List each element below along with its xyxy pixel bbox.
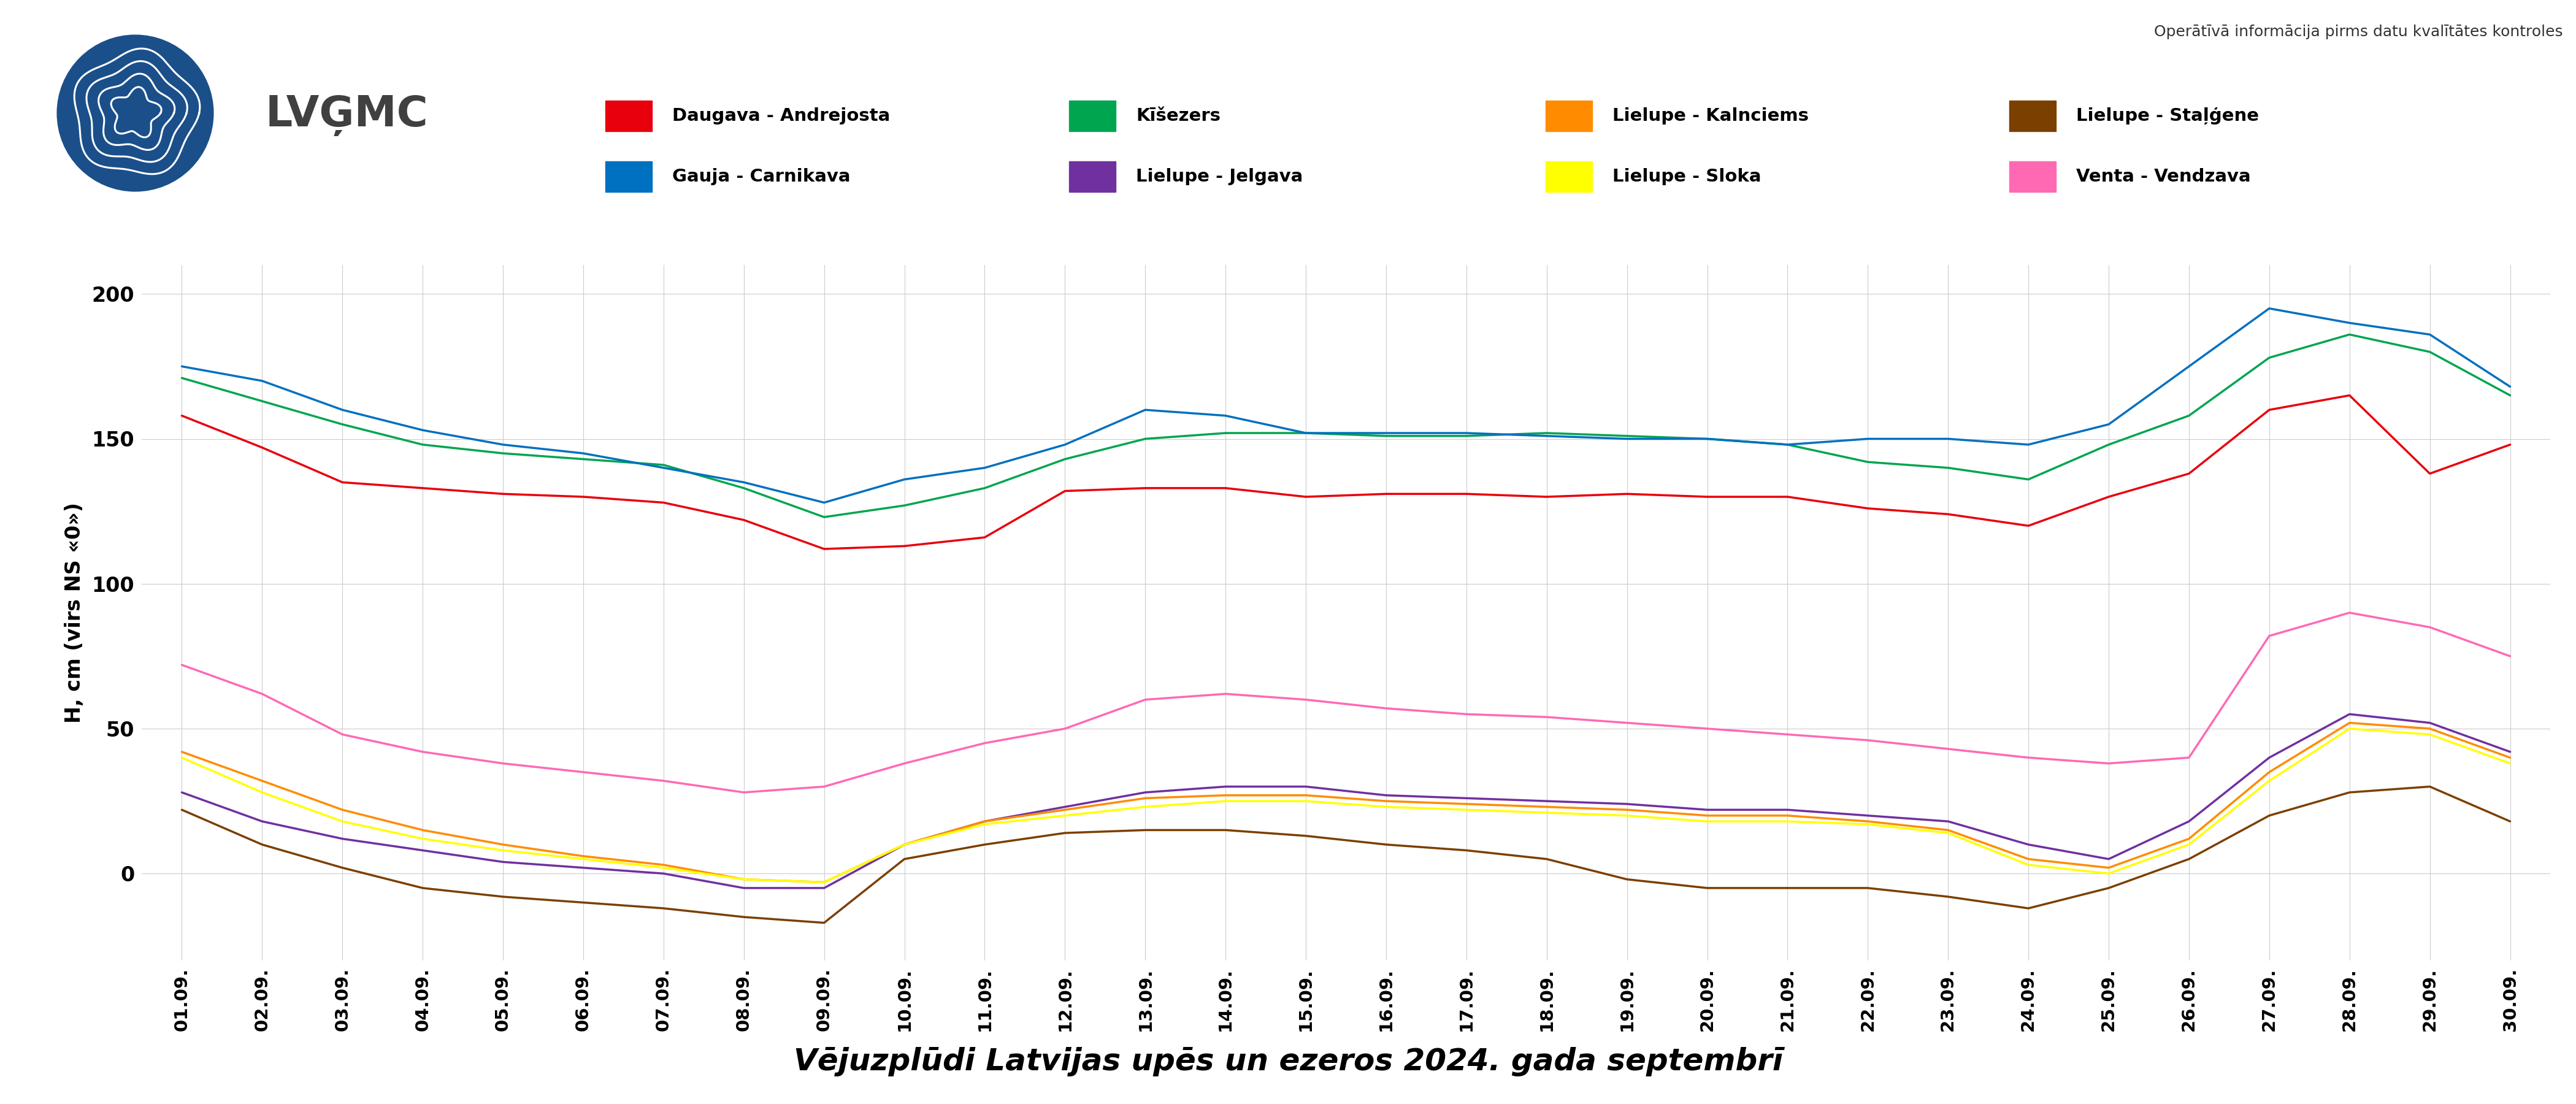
- Y-axis label: H, cm (virs NS «0»): H, cm (virs NS «0»): [64, 502, 85, 723]
- Text: Vējuzplūdi Latvijas upēs un ezeros 2024. gada septembrī: Vējuzplūdi Latvijas upēs un ezeros 2024.…: [793, 1047, 1783, 1076]
- Text: Lielupe - Jelgava: Lielupe - Jelgava: [1136, 168, 1303, 185]
- Text: Lielupe - Sloka: Lielupe - Sloka: [1613, 168, 1762, 185]
- Text: Daugava - Andrejosta: Daugava - Andrejosta: [672, 107, 891, 125]
- Text: Gauja - Carnikava: Gauja - Carnikava: [672, 168, 850, 185]
- Text: LVĢMC: LVĢMC: [265, 95, 428, 137]
- Text: Lielupe - Kalnciems: Lielupe - Kalnciems: [1613, 107, 1808, 125]
- Text: Venta - Vendzava: Venta - Vendzava: [2076, 168, 2251, 185]
- Text: Lielupe - Staļģene: Lielupe - Staļģene: [2076, 107, 2259, 125]
- Text: Kīšezers: Kīšezers: [1136, 107, 1221, 125]
- Text: Operātīvā informācija pirms datu kvalītātes kontroles: Operātīvā informācija pirms datu kvalītā…: [2154, 24, 2563, 39]
- Circle shape: [57, 35, 214, 191]
